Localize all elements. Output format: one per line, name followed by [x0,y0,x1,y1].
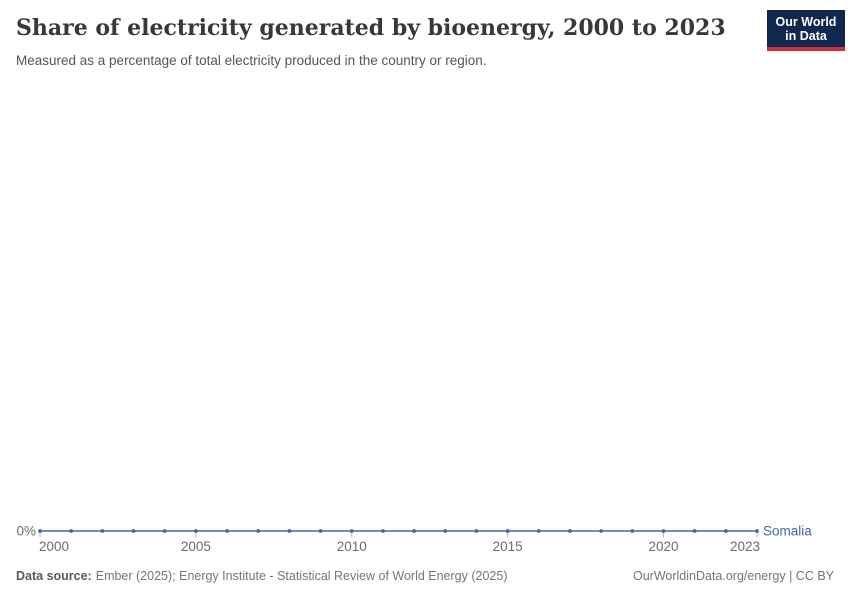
series-point[interactable] [568,529,572,533]
series-point[interactable] [630,529,635,533]
owid-logo-line2: in Data [785,29,827,43]
owid-logo-line1: Our World [775,15,837,29]
series-point[interactable] [349,529,354,533]
series-point[interactable] [505,529,510,533]
attribution-link[interactable]: OurWorldinData.org/energy | CC BY [632,569,834,583]
owid-logo[interactable]: Our World in Data [767,10,845,51]
series-point[interactable] [162,529,167,533]
series-point[interactable] [131,529,136,533]
series-point[interactable] [661,529,666,533]
series-point[interactable] [193,529,198,533]
series-point[interactable] [723,529,728,533]
series-point[interactable] [412,529,416,533]
series-point[interactable] [287,529,292,533]
data-source-label: Data source: [16,569,92,583]
chart-subtitle: Measured as a percentage of total electr… [16,53,487,68]
y-axis-tick-label: 0% [16,524,36,539]
chart-footer: Data source: Ember (2025); Energy Institu… [16,568,834,584]
series-point[interactable] [38,529,42,533]
series-point[interactable] [225,529,229,533]
series-point[interactable] [443,529,448,533]
series-point[interactable] [381,529,385,533]
series-point[interactable] [256,529,261,533]
series-point[interactable] [536,529,541,533]
x-axis-tick-label: 2005 [181,539,211,554]
series-point[interactable] [755,529,759,533]
x-axis-tick-label: 2000 [39,539,69,554]
chart-canvas: 2000 2005 2010 2015 2020 2023 0% Somalia [16,524,812,555]
series-entity-label[interactable]: Somalia [763,524,812,539]
x-axis-tick-label: 2023 [730,539,760,554]
series-point[interactable] [69,529,74,533]
series-point[interactable] [599,529,604,533]
x-axis-tick-label: 2010 [337,539,367,554]
series-point[interactable] [318,529,323,533]
series-point[interactable] [100,529,105,533]
x-axis-tick-label: 2020 [648,539,678,554]
chart-title: Share of electricity generated by bioene… [16,15,726,41]
x-axis-tick-label: 2015 [493,539,523,554]
data-source-text: Ember (2025); Energy Institute - Statist… [95,569,508,583]
data-source-note: Data source: Ember (2025); Energy Institu… [16,568,507,584]
series-point[interactable] [474,529,479,533]
series-point[interactable] [692,529,697,533]
